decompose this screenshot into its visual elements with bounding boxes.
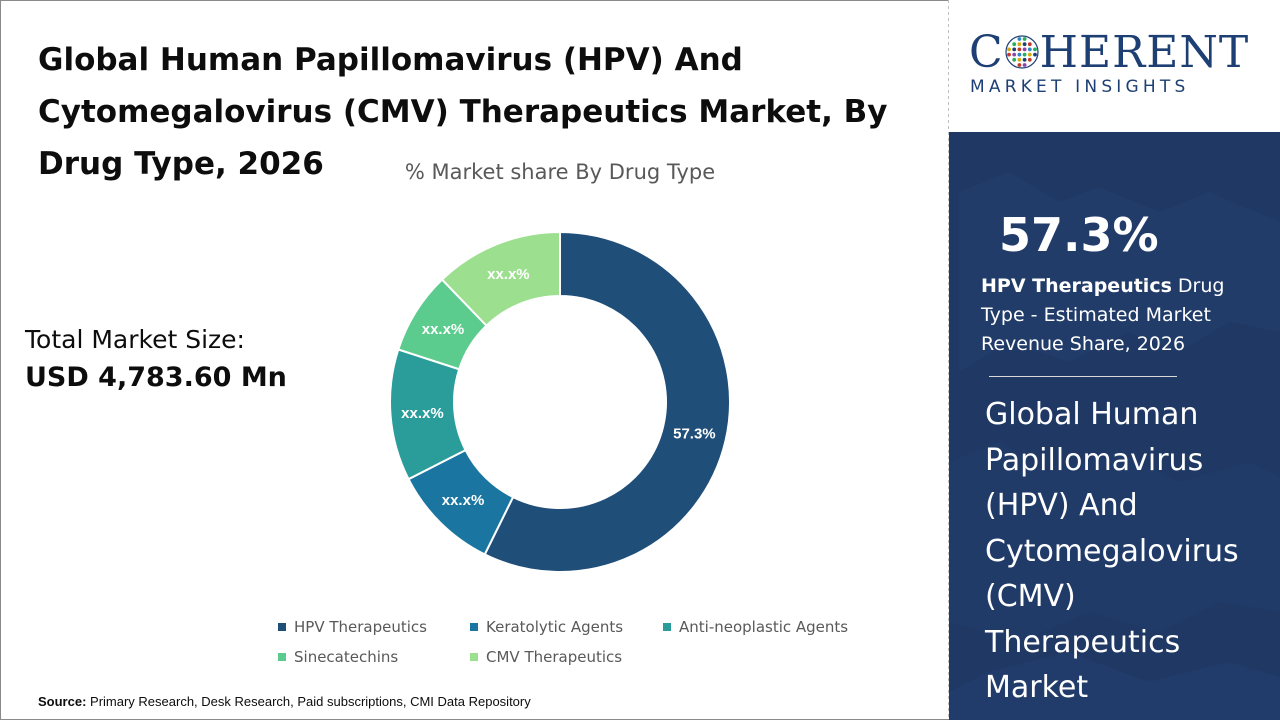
legend-swatch (663, 622, 671, 631)
side-panel: C HERENT MARKET INSIGHTS 57.3% HPV Therap… (949, 0, 1280, 720)
data-label-sinecatechins: xx.x% (422, 321, 465, 338)
legend-item-keratolytic-agents: Keratolytic Agents (470, 618, 623, 636)
legend-label: Anti-neoplastic Agents (679, 618, 849, 636)
legend-label: CMV Therapeutics (486, 648, 623, 666)
source-note: Source: Primary Research, Desk Research,… (38, 694, 531, 709)
highlight-segment: HPV Therapeutics (981, 275, 1172, 297)
legend-swatch (278, 652, 286, 661)
legend-item-sinecatechins: Sinecatechins (278, 648, 398, 666)
legend-swatch (470, 652, 478, 661)
highlight-panel: 57.3% HPV Therapeutics Drug Type - Estim… (949, 132, 1280, 720)
logo-subtitle: MARKET INSIGHTS (970, 77, 1190, 97)
legend-label: Keratolytic Agents (486, 618, 624, 636)
panel-divider (948, 0, 949, 720)
total-market-value: USD 4,783.60 Mn (25, 362, 287, 393)
source-label: Source: (38, 694, 87, 709)
highlight-caption: Drug Type - Estimated Market Revenue Sha… (981, 275, 1225, 355)
legend-item-cmv-therapeutics: CMV Therapeutics (470, 648, 622, 666)
legend-swatch (470, 622, 478, 631)
donut-slice-cmv-therapeutics (440, 230, 561, 328)
legend-label: Sinecatechins (294, 648, 399, 666)
legend-item-hpv-therapeutics: HPV Therapeutics (278, 618, 427, 636)
total-market-label: Total Market Size: (25, 325, 245, 354)
legend-label: HPV Therapeutics (294, 618, 427, 636)
chart-section: Global Human Papillomavirus (HPV) And Cy… (25, 42, 888, 709)
page-title: Global Human Papillomavirus (HPV) And Cy… (38, 42, 888, 182)
highlight-stat: 57.3% (999, 208, 1159, 262)
logo-letters-herent: HERENT (1039, 27, 1250, 78)
logo: C HERENT MARKET INSIGHTS (949, 0, 1280, 132)
map-background-graphic (949, 172, 1280, 720)
chart-subtitle: % Market share By Drug Type (404, 160, 716, 184)
donut-chart: 57.3% xx.x% xx.x% xx.x% xx.x% (389, 230, 731, 573)
highlight-description: HPV Therapeutics Drug Type - Estimated M… (981, 272, 1261, 359)
source-text: Primary Research, Desk Research, Paid su… (90, 694, 531, 709)
logo-wordmark: C HERENT (969, 28, 1249, 78)
logo-letter-c: C (969, 27, 1004, 78)
donut-slice-hpv-therapeutics (483, 230, 731, 573)
panel-divider-line (989, 376, 1177, 377)
legend-swatch (278, 622, 286, 631)
data-label-keratolytic-agents: xx.x% (442, 492, 485, 509)
data-label-cmv-therapeutics: xx.x% (487, 266, 530, 283)
data-label-anti-neoplastic-agents: xx.x% (401, 405, 444, 422)
legend-item-anti-neoplastic-agents: Anti-neoplastic Agents (663, 618, 848, 636)
panel-heading: Global Human Papillomavirus (HPV) And Cy… (985, 397, 1239, 705)
logo-dot-globe-icon (1005, 35, 1039, 69)
data-label-hpv-therapeutics: 57.3% (673, 425, 716, 442)
